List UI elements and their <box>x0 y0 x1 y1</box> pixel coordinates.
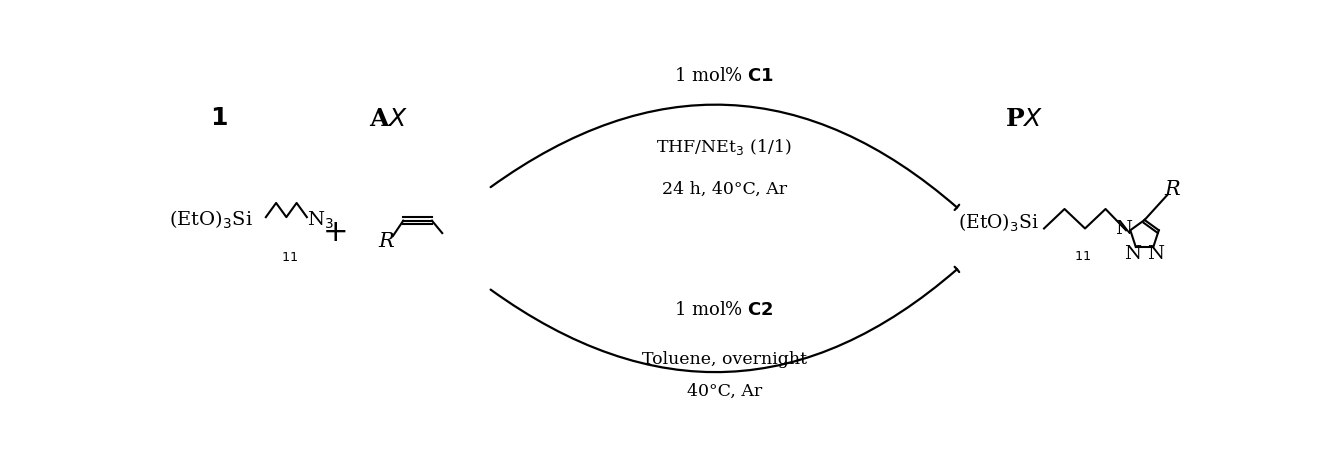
Text: N: N <box>1115 220 1132 238</box>
Text: $_{11}$: $_{11}$ <box>1074 245 1091 263</box>
Text: 24 h, 40°C, Ar: 24 h, 40°C, Ar <box>662 181 787 198</box>
Text: R: R <box>1164 180 1180 199</box>
Text: $+$: $+$ <box>323 216 347 247</box>
Text: (EtO)$_3$Si: (EtO)$_3$Si <box>958 211 1039 233</box>
Text: 1 mol% $\mathbf{C2}$: 1 mol% $\mathbf{C2}$ <box>675 301 774 319</box>
Text: N: N <box>1147 245 1164 263</box>
Text: (EtO)$_3$Si: (EtO)$_3$Si <box>169 208 253 230</box>
Text: 1 mol% $\mathbf{C1}$: 1 mol% $\mathbf{C1}$ <box>675 67 774 85</box>
Text: 40°C, Ar: 40°C, Ar <box>687 382 762 399</box>
Text: P$\mathit{X}$: P$\mathit{X}$ <box>1005 107 1044 131</box>
Text: Toluene, overnight: Toluene, overnight <box>642 351 807 368</box>
Text: N$_3$: N$_3$ <box>307 209 333 230</box>
Text: A$\mathit{X}$: A$\mathit{X}$ <box>369 107 409 131</box>
Text: N: N <box>1125 245 1140 263</box>
Text: R: R <box>378 231 394 250</box>
Text: $\mathbf{1}$: $\mathbf{1}$ <box>210 107 228 130</box>
Text: THF/NEt$_3$ (1/1): THF/NEt$_3$ (1/1) <box>656 137 792 157</box>
Text: $_{11}$: $_{11}$ <box>280 246 298 264</box>
